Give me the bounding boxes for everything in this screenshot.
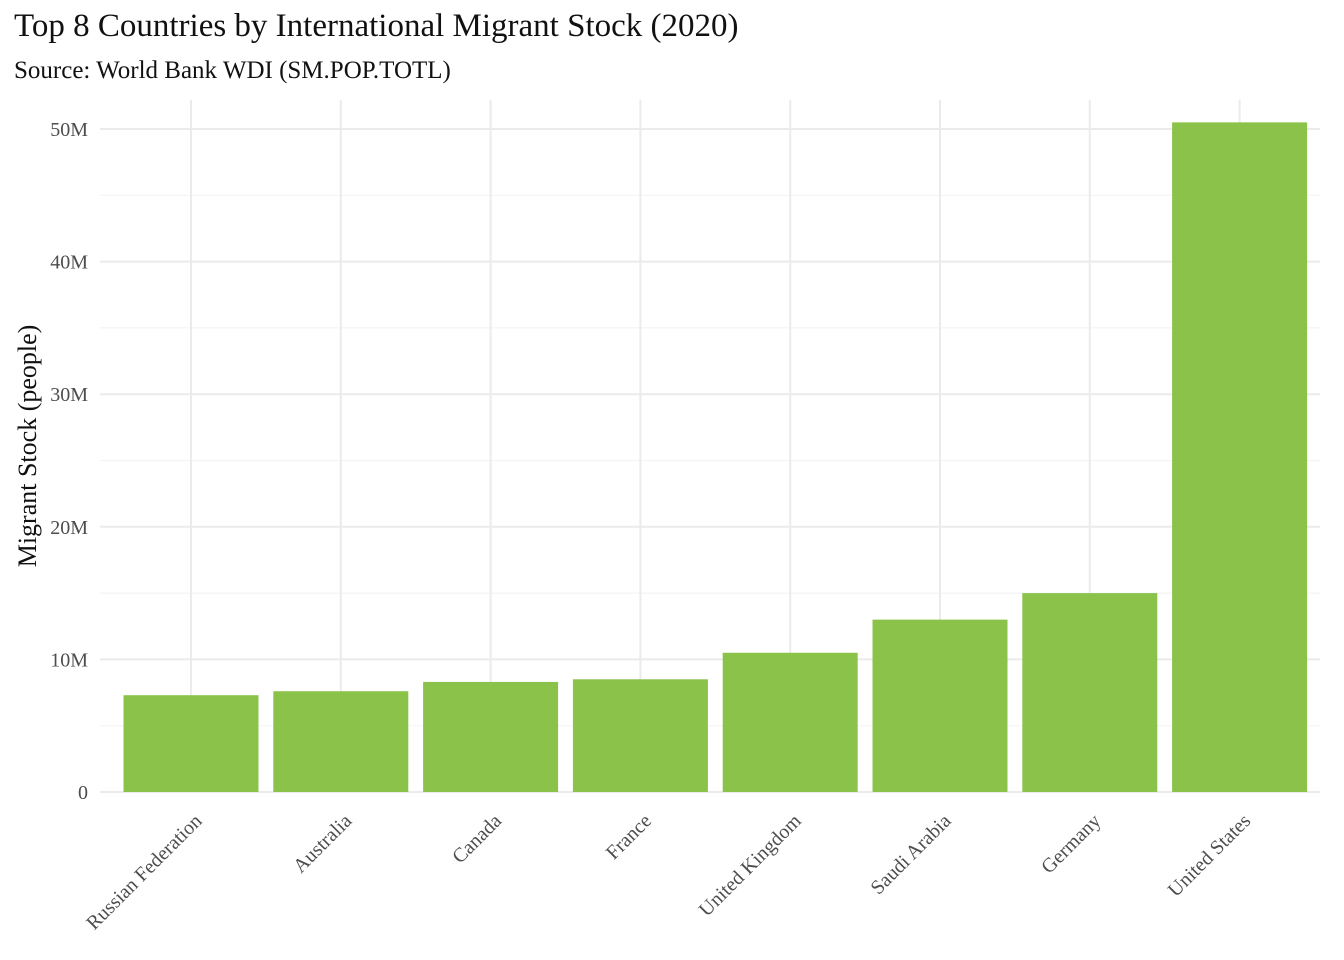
bar xyxy=(872,619,1008,792)
y-tick-labels: 0 10M 20M 30M 40M 50M xyxy=(50,119,88,804)
x-tick-label: Canada xyxy=(448,810,506,868)
bar xyxy=(572,679,708,792)
y-tick-label: 50M xyxy=(50,119,88,141)
x-tick-labels: Russian Federation Australia Canada France U… xyxy=(82,810,1255,935)
chart-title: Top 8 Countries by International Migrant… xyxy=(14,8,739,44)
y-tick-label: 30M xyxy=(50,384,88,406)
x-tick-label: Germany xyxy=(1037,810,1105,878)
y-tick-label: 10M xyxy=(50,649,88,671)
x-tick-label: United Kingdom xyxy=(695,810,806,921)
y-axis-title: Migrant Stock (people) xyxy=(13,325,42,568)
bar xyxy=(722,652,858,792)
bar xyxy=(123,695,259,792)
y-tick-label: 20M xyxy=(50,517,88,539)
x-tick-label: Russian Federation xyxy=(82,810,206,934)
bar xyxy=(1022,593,1158,792)
bar xyxy=(423,681,559,792)
x-tick-label: Saudi Arabia xyxy=(867,810,956,899)
y-tick-label: 0 xyxy=(78,782,88,804)
bars xyxy=(123,122,1308,793)
chart-subtitle: Source: World Bank WDI (SM.POP.TOTL) xyxy=(14,57,451,84)
y-tick-label: 40M xyxy=(50,252,88,274)
bar xyxy=(1172,122,1308,793)
x-tick-label: Australia xyxy=(289,810,356,877)
x-tick-label: France xyxy=(602,810,656,864)
x-tick-label: United States xyxy=(1164,810,1256,902)
bar xyxy=(273,691,409,792)
